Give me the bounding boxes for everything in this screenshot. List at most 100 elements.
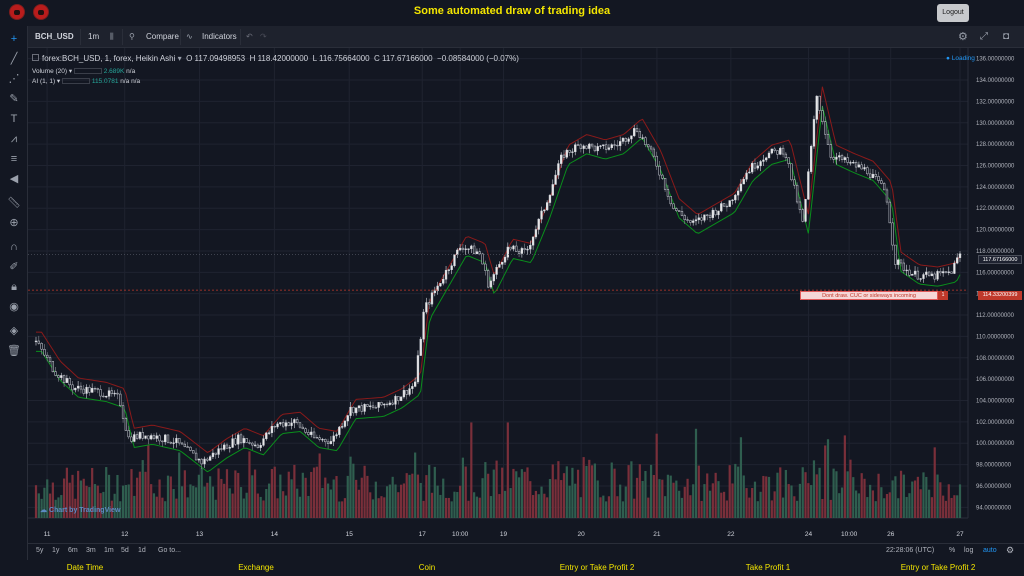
candle-body <box>947 271 950 273</box>
candle-body <box>529 244 532 250</box>
candle-body <box>133 434 136 442</box>
volume-bar <box>397 492 400 518</box>
volume-bar <box>501 467 504 518</box>
candle-body <box>722 203 726 207</box>
candle-body <box>105 396 108 398</box>
crosshair-icon[interactable]: + <box>10 33 18 45</box>
timeframe-1y[interactable]: 1y <box>52 547 60 554</box>
pattern-icon[interactable]: ⩘ <box>10 133 18 145</box>
timeframe-1m[interactable]: 1m <box>104 547 114 554</box>
volume-bar <box>380 496 383 518</box>
candle-body <box>478 251 481 255</box>
candle-body <box>298 422 302 428</box>
volume-bar <box>599 497 602 518</box>
volume-bar <box>37 493 40 518</box>
eye-icon[interactable]: ◉ <box>9 301 19 313</box>
settings-icon[interactable]: ⚙ <box>958 31 968 43</box>
candle-body <box>742 178 745 185</box>
volume-bar <box>121 485 125 518</box>
candle-body <box>428 302 431 305</box>
magnet-icon[interactable]: ∩ <box>10 241 18 253</box>
candle-body <box>321 438 324 441</box>
compare-button[interactable]: Compare <box>146 32 179 41</box>
candle-body <box>161 440 164 443</box>
candle-body <box>411 386 414 389</box>
volume-bar <box>192 485 195 518</box>
candle-body <box>296 419 299 424</box>
volume-bar <box>804 472 807 518</box>
pencil-lock-icon[interactable]: ✐ <box>9 261 19 273</box>
ai-label[interactable]: AI (1, 1) <box>32 78 56 85</box>
volume-bar <box>824 445 827 518</box>
volume-bar <box>936 474 939 518</box>
watermark-text[interactable]: Chart by TradingView <box>48 507 121 514</box>
timeframe-1d[interactable]: 1d <box>138 547 146 554</box>
logout-button[interactable]: Logout <box>937 4 969 22</box>
candle-body <box>183 443 187 447</box>
annotation-badge[interactable]: 1 <box>938 291 948 300</box>
watermark[interactable]: ☁ Chart by TradingView <box>40 506 120 514</box>
camera-icon[interactable]: ◘ <box>1003 31 1010 42</box>
volume-bar <box>638 464 641 518</box>
chart-area[interactable]: 94.00000000 96.00000000 98.00000000 100.000… <box>28 48 1024 543</box>
candle-body <box>630 135 633 140</box>
candle-body <box>503 256 507 263</box>
bar-style-icon[interactable]: ⫼ <box>110 32 114 41</box>
volume-bar <box>588 459 591 518</box>
log-toggle[interactable]: log <box>964 547 974 554</box>
candle-body <box>442 279 445 284</box>
candle-body <box>383 403 386 406</box>
candle-body <box>905 269 908 272</box>
volume-bar <box>363 465 366 518</box>
trade-annotation-box[interactable]: Dont draw. CUC or sideways incoming <box>800 291 938 300</box>
fib-icon[interactable]: ⋰ <box>8 73 20 85</box>
trend-line-icon[interactable]: ╱ <box>10 53 18 65</box>
indicators-icon[interactable]: ∿ <box>186 32 193 41</box>
legend-symbol[interactable]: forex:BCH_USD, 1, forex, Heikin Ashi <box>42 54 176 63</box>
volume-bar <box>428 464 431 518</box>
prediction-icon[interactable]: ≡ <box>10 153 18 165</box>
volume-bar <box>947 484 950 518</box>
redo-icon[interactable]: ↷ <box>260 32 267 41</box>
back-arrow-icon[interactable]: ◀ <box>9 173 19 185</box>
compare-icon[interactable]: ⚲ <box>129 32 135 41</box>
symbol-search[interactable]: BCH_USD <box>35 32 74 41</box>
volume-bar <box>478 497 481 518</box>
interval-selector[interactable]: 1m <box>88 32 100 41</box>
candle-body <box>355 407 358 414</box>
volume-bar <box>571 467 574 518</box>
volume-bar <box>164 501 167 518</box>
fullscreen-icon[interactable]: ⤢ <box>980 31 988 42</box>
candle-body <box>899 259 903 264</box>
volume-bar <box>624 486 627 518</box>
auto-toggle[interactable]: auto <box>983 547 997 554</box>
price-chart[interactable]: 94.00000000 96.00000000 98.00000000 100.000… <box>28 48 1024 543</box>
collapse-icon[interactable] <box>32 54 39 61</box>
brush-icon[interactable]: ✎ <box>9 93 19 105</box>
y-tick-label: 94.00000000 <box>976 505 1012 511</box>
indicators-button[interactable]: Indicators <box>202 32 237 41</box>
candle-body <box>590 143 594 147</box>
candle-body <box>175 438 178 444</box>
zoom-in-icon[interactable]: ⊕ <box>9 217 19 229</box>
goto-button[interactable]: Go to... <box>158 547 181 554</box>
candle-body <box>958 253 962 258</box>
volume-label[interactable]: Volume (20) <box>32 68 68 75</box>
timeframe-5y[interactable]: 5y <box>36 547 44 554</box>
candle-body <box>852 161 855 164</box>
timeframe-5d[interactable]: 5d <box>121 547 129 554</box>
percent-toggle[interactable]: % <box>949 547 956 554</box>
axis-settings-icon[interactable]: ⚙ <box>1006 545 1015 555</box>
timeframe-3m[interactable]: 3m <box>86 547 96 554</box>
candle-body <box>144 435 147 439</box>
trash-icon[interactable]: 🗑︎ <box>7 345 21 357</box>
candle-body <box>329 441 333 444</box>
text-icon[interactable]: T <box>10 113 18 125</box>
undo-icon[interactable]: ↶ <box>246 32 253 41</box>
volume-bar <box>871 490 875 518</box>
footer-exchange: Exchange <box>238 563 274 572</box>
layers-icon[interactable]: ◈ <box>9 325 19 337</box>
ruler-icon[interactable]: 📏︎ <box>7 197 21 209</box>
timeframe-6m[interactable]: 6m <box>68 547 78 554</box>
lock-icon[interactable]: 🔒︎ <box>11 281 17 293</box>
